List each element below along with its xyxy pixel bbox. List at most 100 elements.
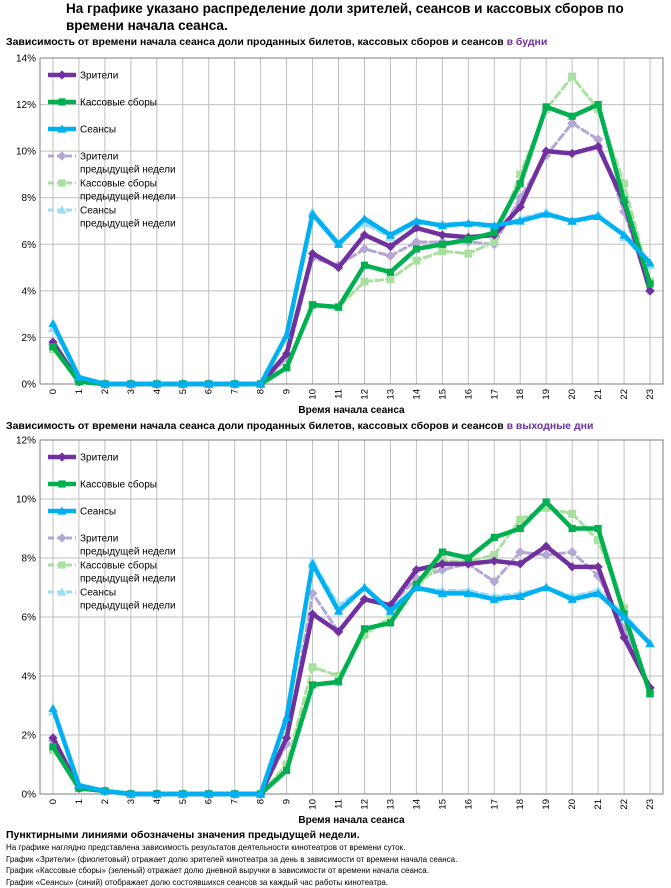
weekdays-xtick-label: 14 [411,389,422,400]
weekdays-point-sessions [48,319,57,327]
weekends-xtick-label: 3 [126,799,137,804]
weekends-ytick-label: 6% [22,613,37,624]
weekdays-point-box-office [439,241,446,248]
weekends-xtick-label: 12 [359,799,370,810]
weekends-series-sessions-prev [48,556,655,798]
weekends-series-viewers-prev [48,547,655,799]
weekends-point-box-office-prev [309,663,317,671]
weekends-point-box-office [309,681,316,688]
weekends-point-box-office [595,525,602,532]
weekends-xtick-label: 20 [567,799,578,810]
weekdays-point-box-office [595,101,602,108]
weekdays-xtick-label: 7 [230,389,241,394]
weekdays-xtick-label: 18 [515,389,526,400]
weekends-xtick-label: 15 [437,799,448,810]
weekdays-point-box-office [49,343,56,350]
weekdays-point-viewers [438,230,447,239]
weekends-xtick-label: 6 [204,799,215,804]
weekdays-point-box-office-prev [464,250,472,258]
weekends-point-sessions [48,704,57,712]
weekdays-series-sessions [48,209,654,387]
weekends-ytick-label: 8% [22,554,37,565]
weekends-point-box-office [335,678,342,685]
weekdays-xtick-label: 19 [541,389,552,400]
weekends-legend-marker-viewers-prev [57,533,66,542]
weekends-legend-marker-box-office-prev [58,561,65,568]
weekends-xtick-label: 7 [230,799,241,804]
weekdays-point-box-office [646,280,653,287]
page-title: На графике указано распределение доли зр… [66,0,656,34]
weekdays-legend-label: Зрители [80,71,118,82]
weekends-ytick-label: 2% [22,731,37,742]
weekends-legend-label: Сеансы [80,507,116,518]
notes-heading: Пунктирными линиями обозначены значения … [6,829,666,842]
chart-weekends-subtitle-accent: в выходные дни [507,420,594,432]
weekdays-legend-marker-viewers-prev [57,151,66,160]
weekends-xtick-label: 21 [593,799,604,810]
weekends-legend-label: предыдущей недели [80,601,176,612]
weekdays-xaxis-title: Время начала сеанса [298,405,405,416]
weekdays-legend-label: предыдущей недели [80,219,176,230]
weekdays-point-box-office [517,180,524,187]
chart-weekends-subtitle: Зависимость от времени начала сеанса дол… [6,420,593,432]
weekdays-ytick-label: 4% [22,286,37,297]
chart-weekdays-subtitle: Зависимость от времени начала сеанса дол… [6,36,547,48]
weekdays-xtick-label: 10 [308,389,319,400]
weekends-legend-label: Сеансы [80,588,116,599]
weekends-point-sessions [360,583,369,591]
weekdays-xtick-label: 3 [126,389,137,394]
weekends-ytick-label: 12% [16,436,36,447]
weekdays-xtick-label: 16 [463,389,474,400]
weekdays-xtick-label: 8 [256,389,267,394]
weekdays-ytick-label: 14% [16,54,36,65]
weekdays-point-box-office-prev [386,275,394,283]
weekdays-legend-marker-viewers [57,70,66,79]
weekdays-xtick-label: 1 [74,389,85,394]
weekdays-point-box-office-prev [438,247,446,255]
weekdays-point-box-office [335,304,342,311]
notes-line-4: График «Сеансы» (синий) отображает долю … [6,877,666,888]
weekends-xtick-label: 9 [282,799,293,804]
weekdays-xtick-label: 15 [437,389,448,400]
chart-weekdays-subtitle-accent: в будни [507,36,548,48]
weekdays-point-box-office [283,364,290,371]
weekends-xtick-label: 18 [515,799,526,810]
chart-weekdays-subtitle-prefix: Зависимость от времени начала сеанса дол… [6,36,507,48]
weekends-xtick-label: 22 [619,799,630,810]
weekdays-xtick-label: 22 [619,389,630,400]
notes-line-3: График «Кассовые сборы» (зеленый) отража… [6,865,666,877]
weekends-ytick-label: 0% [22,790,37,801]
weekdays-ytick-label: 12% [16,100,36,111]
weekends-xtick-label: 1 [74,799,85,804]
weekdays-xtick-label: 13 [385,389,396,400]
weekdays-point-box-office-prev [360,278,368,286]
weekends-line-viewers-prev [53,552,650,794]
weekends-legend-label: Зрители [80,453,118,464]
weekends-point-box-office-prev [568,510,576,518]
weekdays-point-box-office [387,269,394,276]
weekends-ytick-label: 10% [16,495,36,506]
weekdays-ytick-label: 10% [16,147,36,158]
weekends-legend-label: предыдущей недели [80,547,176,558]
weekends-point-box-office [361,625,368,632]
weekdays-legend-label: Сеансы [80,206,116,217]
weekdays-legend-label: предыдущей недели [80,165,176,176]
weekends-xtick-label: 14 [411,799,422,810]
weekdays-point-box-office [491,229,498,236]
weekends-point-box-office [517,525,524,532]
weekdays-legend-label: Кассовые сборы [80,97,157,109]
weekends-point-box-office [543,498,550,505]
weekends-xtick-label: 8 [256,799,267,804]
weekdays-ytick-label: 8% [22,193,37,204]
weekends-point-box-office [465,554,472,561]
weekends-point-box-office [387,619,394,626]
weekdays-legend-marker-box-office [58,98,65,105]
weekends-point-box-office [491,534,498,541]
weekdays-xtick-label: 2 [100,389,111,394]
weekdays-ytick-label: 0% [22,380,37,391]
weekdays-point-viewers [568,149,577,158]
weekends-xtick-label: 17 [489,799,500,810]
weekends-xtick-label: 2 [100,799,111,804]
weekends-point-viewers-prev [567,547,577,557]
